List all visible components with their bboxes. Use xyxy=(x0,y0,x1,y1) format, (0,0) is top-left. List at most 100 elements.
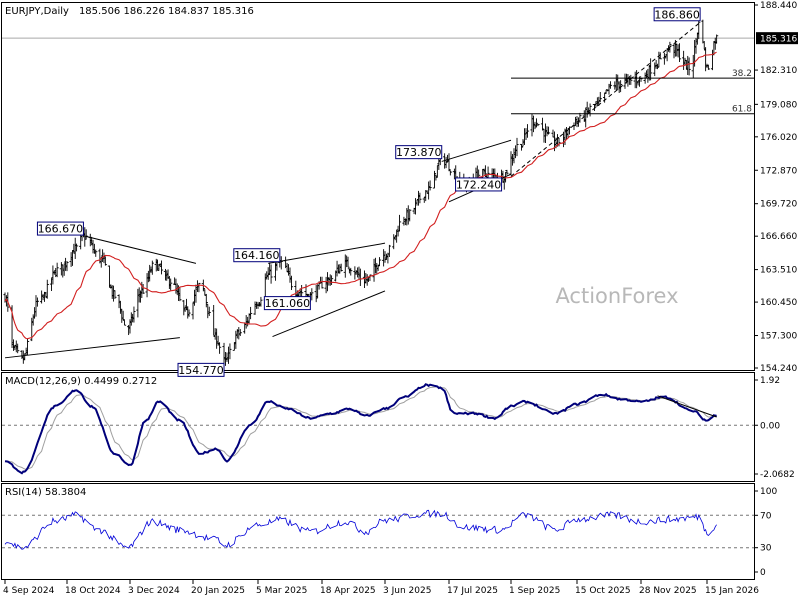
x-axis-tick: 1 Sep 2025 xyxy=(509,586,560,596)
price-bar xyxy=(418,192,422,204)
x-axis-tick: 20 Jan 2025 xyxy=(191,586,245,596)
price-bar xyxy=(121,310,125,321)
price-bar xyxy=(259,296,263,307)
macd-title: MACD(12,26,9) 0.4499 0.2712 xyxy=(5,376,157,387)
price-bar xyxy=(197,282,201,293)
x-axis-tick: 15 Oct 2025 xyxy=(575,586,631,596)
svg-text:172.240: 172.240 xyxy=(456,178,502,191)
chart-ohlc: 185.506 186.226 184.837 185.316 xyxy=(79,6,254,17)
price-bar xyxy=(35,297,40,307)
price-bar xyxy=(238,329,242,337)
price-axis-tick: 160.450 xyxy=(760,298,797,308)
price-bar xyxy=(649,58,653,81)
trendline xyxy=(441,139,512,162)
fibonacci-levels: 38.2 61.8 xyxy=(511,69,754,115)
price-bar xyxy=(536,124,540,127)
price-bar xyxy=(515,137,519,157)
x-axis-tick: 3 Jun 2025 xyxy=(383,586,431,596)
swing-labels: 166.670 154.770 164.160 161.060 173.870 172.2… xyxy=(36,7,701,377)
price-axis-tick: 179.080 xyxy=(760,100,797,110)
x-axis-tick: 5 Mar 2025 xyxy=(256,586,307,596)
price-axis-tick: 157.300 xyxy=(760,332,797,342)
price-bar xyxy=(397,214,402,232)
price-axis-tick: 163.510 xyxy=(760,266,797,276)
swing-label: 186.860 xyxy=(653,7,701,21)
price-bar xyxy=(346,256,350,268)
price-bar xyxy=(408,209,412,222)
macd-pane-frame xyxy=(1,372,755,482)
price-bar xyxy=(677,43,682,62)
price-bar xyxy=(505,169,509,175)
macd-signal-line xyxy=(5,386,717,470)
rsi-indicator xyxy=(4,509,717,550)
swing-label: 172.240 xyxy=(455,177,503,192)
svg-text:164.160: 164.160 xyxy=(234,249,280,262)
swing-label: 166.670 xyxy=(36,221,84,236)
x-axis-tick: 15 Jan 2026 xyxy=(705,586,759,596)
rsi-title: RSI(14) 58.3804 xyxy=(5,487,86,498)
svg-text:166.670: 166.670 xyxy=(38,223,84,236)
fib-level-label: 38.2 xyxy=(732,69,752,79)
price-bar xyxy=(706,64,710,70)
price-bar xyxy=(25,338,30,356)
trendline xyxy=(510,22,701,177)
price-bar xyxy=(204,293,208,308)
price-bar xyxy=(715,34,719,44)
price-bar xyxy=(687,57,691,76)
price-bar xyxy=(525,124,530,138)
rsi-axis-tick: 100 xyxy=(760,487,777,497)
price-bar xyxy=(546,126,551,135)
price-bar xyxy=(447,153,451,172)
trendline xyxy=(268,242,386,264)
price-bar xyxy=(65,261,69,272)
price-bar xyxy=(534,118,539,128)
price-bar xyxy=(207,306,211,317)
price-bar xyxy=(377,257,382,267)
price-axis-tick: 169.720 xyxy=(760,200,797,210)
price-bar xyxy=(132,306,136,323)
price-bar xyxy=(519,143,524,151)
price-bar xyxy=(94,249,98,257)
moving-average xyxy=(4,51,717,340)
price-bar xyxy=(608,81,613,89)
chart-symbol: EURJPY,Daily xyxy=(5,6,69,17)
price-bar xyxy=(45,279,49,299)
price-bar xyxy=(113,290,117,299)
ma-line xyxy=(4,51,717,340)
price-bar xyxy=(55,262,59,278)
price-bar xyxy=(557,137,561,147)
price-axis-tick: 182.310 xyxy=(760,66,797,76)
price-bar xyxy=(387,244,391,257)
trendlines xyxy=(4,22,701,359)
y-axes: 188.440 182.310 179.080 176.020 172.870 169.7… xyxy=(754,1,798,578)
macd-line xyxy=(4,383,718,475)
price-bar xyxy=(169,278,173,291)
price-bar xyxy=(329,275,334,285)
x-axis-tick: 3 Dec 2024 xyxy=(128,586,180,596)
price-bar xyxy=(187,309,191,317)
macd-axis-tick: 0.00 xyxy=(760,421,780,431)
fib-level-label: 61.8 xyxy=(732,105,752,115)
price-bar xyxy=(249,306,253,320)
x-axis-tick: 18 Apr 2025 xyxy=(320,586,376,596)
price-bar xyxy=(448,170,452,176)
trendline xyxy=(83,235,197,264)
price-bar xyxy=(629,74,633,85)
rsi-axis-tick: 30 xyxy=(760,544,772,554)
reference-lines xyxy=(2,37,754,549)
x-axis-tick: 17 Jul 2025 xyxy=(447,586,498,596)
price-bar xyxy=(310,288,314,301)
macd-trendline xyxy=(657,395,717,418)
price-bar xyxy=(349,267,353,276)
price-axis-tick: 176.020 xyxy=(760,133,797,143)
macd-axis-tick: 1.92 xyxy=(760,376,780,386)
price-bar xyxy=(598,92,602,103)
trendline xyxy=(272,290,386,338)
x-axis-tick: 4 Sep 2024 xyxy=(3,586,55,596)
x-axis-tick: 28 Nov 2025 xyxy=(639,586,697,596)
macd-indicator xyxy=(4,383,718,475)
price-axis-tick: 172.870 xyxy=(760,166,797,176)
current-price-tag xyxy=(756,32,798,45)
